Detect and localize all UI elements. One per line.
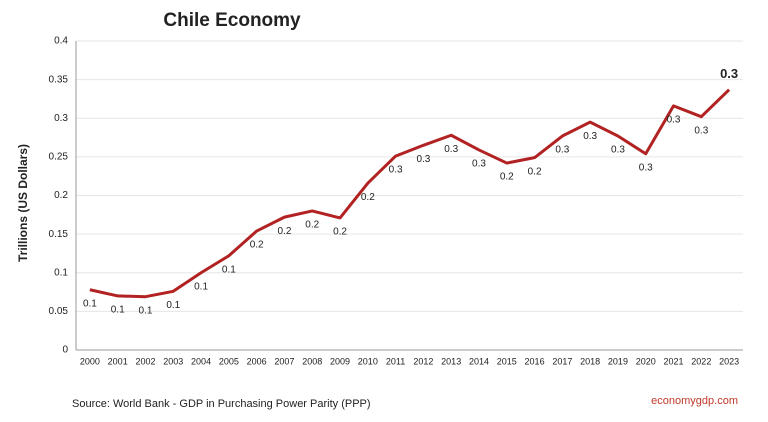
y-tick-label: 0.15 [49,229,69,240]
data-line [89,88,731,299]
value-label: 0.2 [250,240,264,251]
x-tick-label: 2017 [552,356,572,366]
value-label: 0.3 [555,145,569,156]
y-tick-label: 0.05 [49,306,69,317]
x-tick-label: 2010 [358,356,378,366]
value-label: 0.3 [611,145,625,156]
value-label: 0.3 [720,66,738,81]
x-tick-label: 2019 [608,356,628,366]
x-tick-label: 2006 [247,356,267,366]
chart-title: Chile Economy [163,10,301,31]
x-tick-label: 2016 [525,356,545,366]
value-label: 0.2 [333,227,347,238]
brand: economygdp.com [651,395,738,407]
x-tick-label: 2012 [413,356,433,366]
x-tick-label: 2018 [580,356,600,366]
value-label: 0.1 [194,281,208,292]
value-label: 0.1 [222,264,236,275]
value-label: 0.1 [83,298,97,309]
value-label: 0.3 [444,144,458,155]
x-tick-label: 2009 [330,356,350,366]
value-label: 0.2 [528,166,542,177]
value-label: 0.2 [305,220,319,231]
y-tick-label: 0 [62,345,68,356]
value-label: 0.2 [277,226,291,237]
x-tick-label: 2002 [135,356,155,366]
x-tick-label: 2020 [636,356,656,366]
value-label: 0.3 [389,165,403,176]
y-tick-label: 0.4 [54,36,68,47]
source-note: Source: World Bank - GDP in Purchasing P… [72,398,371,410]
x-tick-label: 2023 [719,356,739,366]
x-tick-label: 2000 [80,356,100,366]
y-tick-label: 0.3 [54,113,68,124]
value-label: 0.1 [166,300,180,311]
x-tick-label: 2005 [219,356,239,366]
value-label: 0.3 [583,131,597,142]
x-tick-label: 2007 [274,356,294,366]
value-label: 0.3 [639,162,653,173]
y-tick-label: 0.2 [54,190,68,201]
x-tick-label: 2003 [163,356,183,366]
x-tick-label: 2008 [302,356,322,366]
x-tick-label: 2022 [691,356,711,366]
y-tick-label: 0.1 [54,267,68,278]
x-tick-label: 2014 [469,356,489,366]
value-label: 0.2 [361,192,375,203]
value-label: 0.3 [472,159,486,170]
x-tick-label: 2001 [108,356,128,366]
value-label: 0.3 [416,154,430,165]
y-tick-label: 0.35 [49,74,69,85]
value-label: 0.1 [139,305,153,316]
value-label: 0.1 [111,305,125,316]
x-tick-label: 2021 [664,356,684,366]
x-tick-label: 2004 [191,356,211,366]
value-label: 0.3 [667,115,681,126]
y-axis-label: Trillions (US Dollars) [16,144,30,262]
y-tick-label: 0.25 [49,152,69,163]
value-label: 0.3 [694,125,708,136]
x-tick-label: 2011 [386,356,405,366]
x-tick-label: 2015 [497,356,517,366]
value-label: 0.2 [500,172,514,183]
x-tick-label: 2013 [441,356,461,366]
